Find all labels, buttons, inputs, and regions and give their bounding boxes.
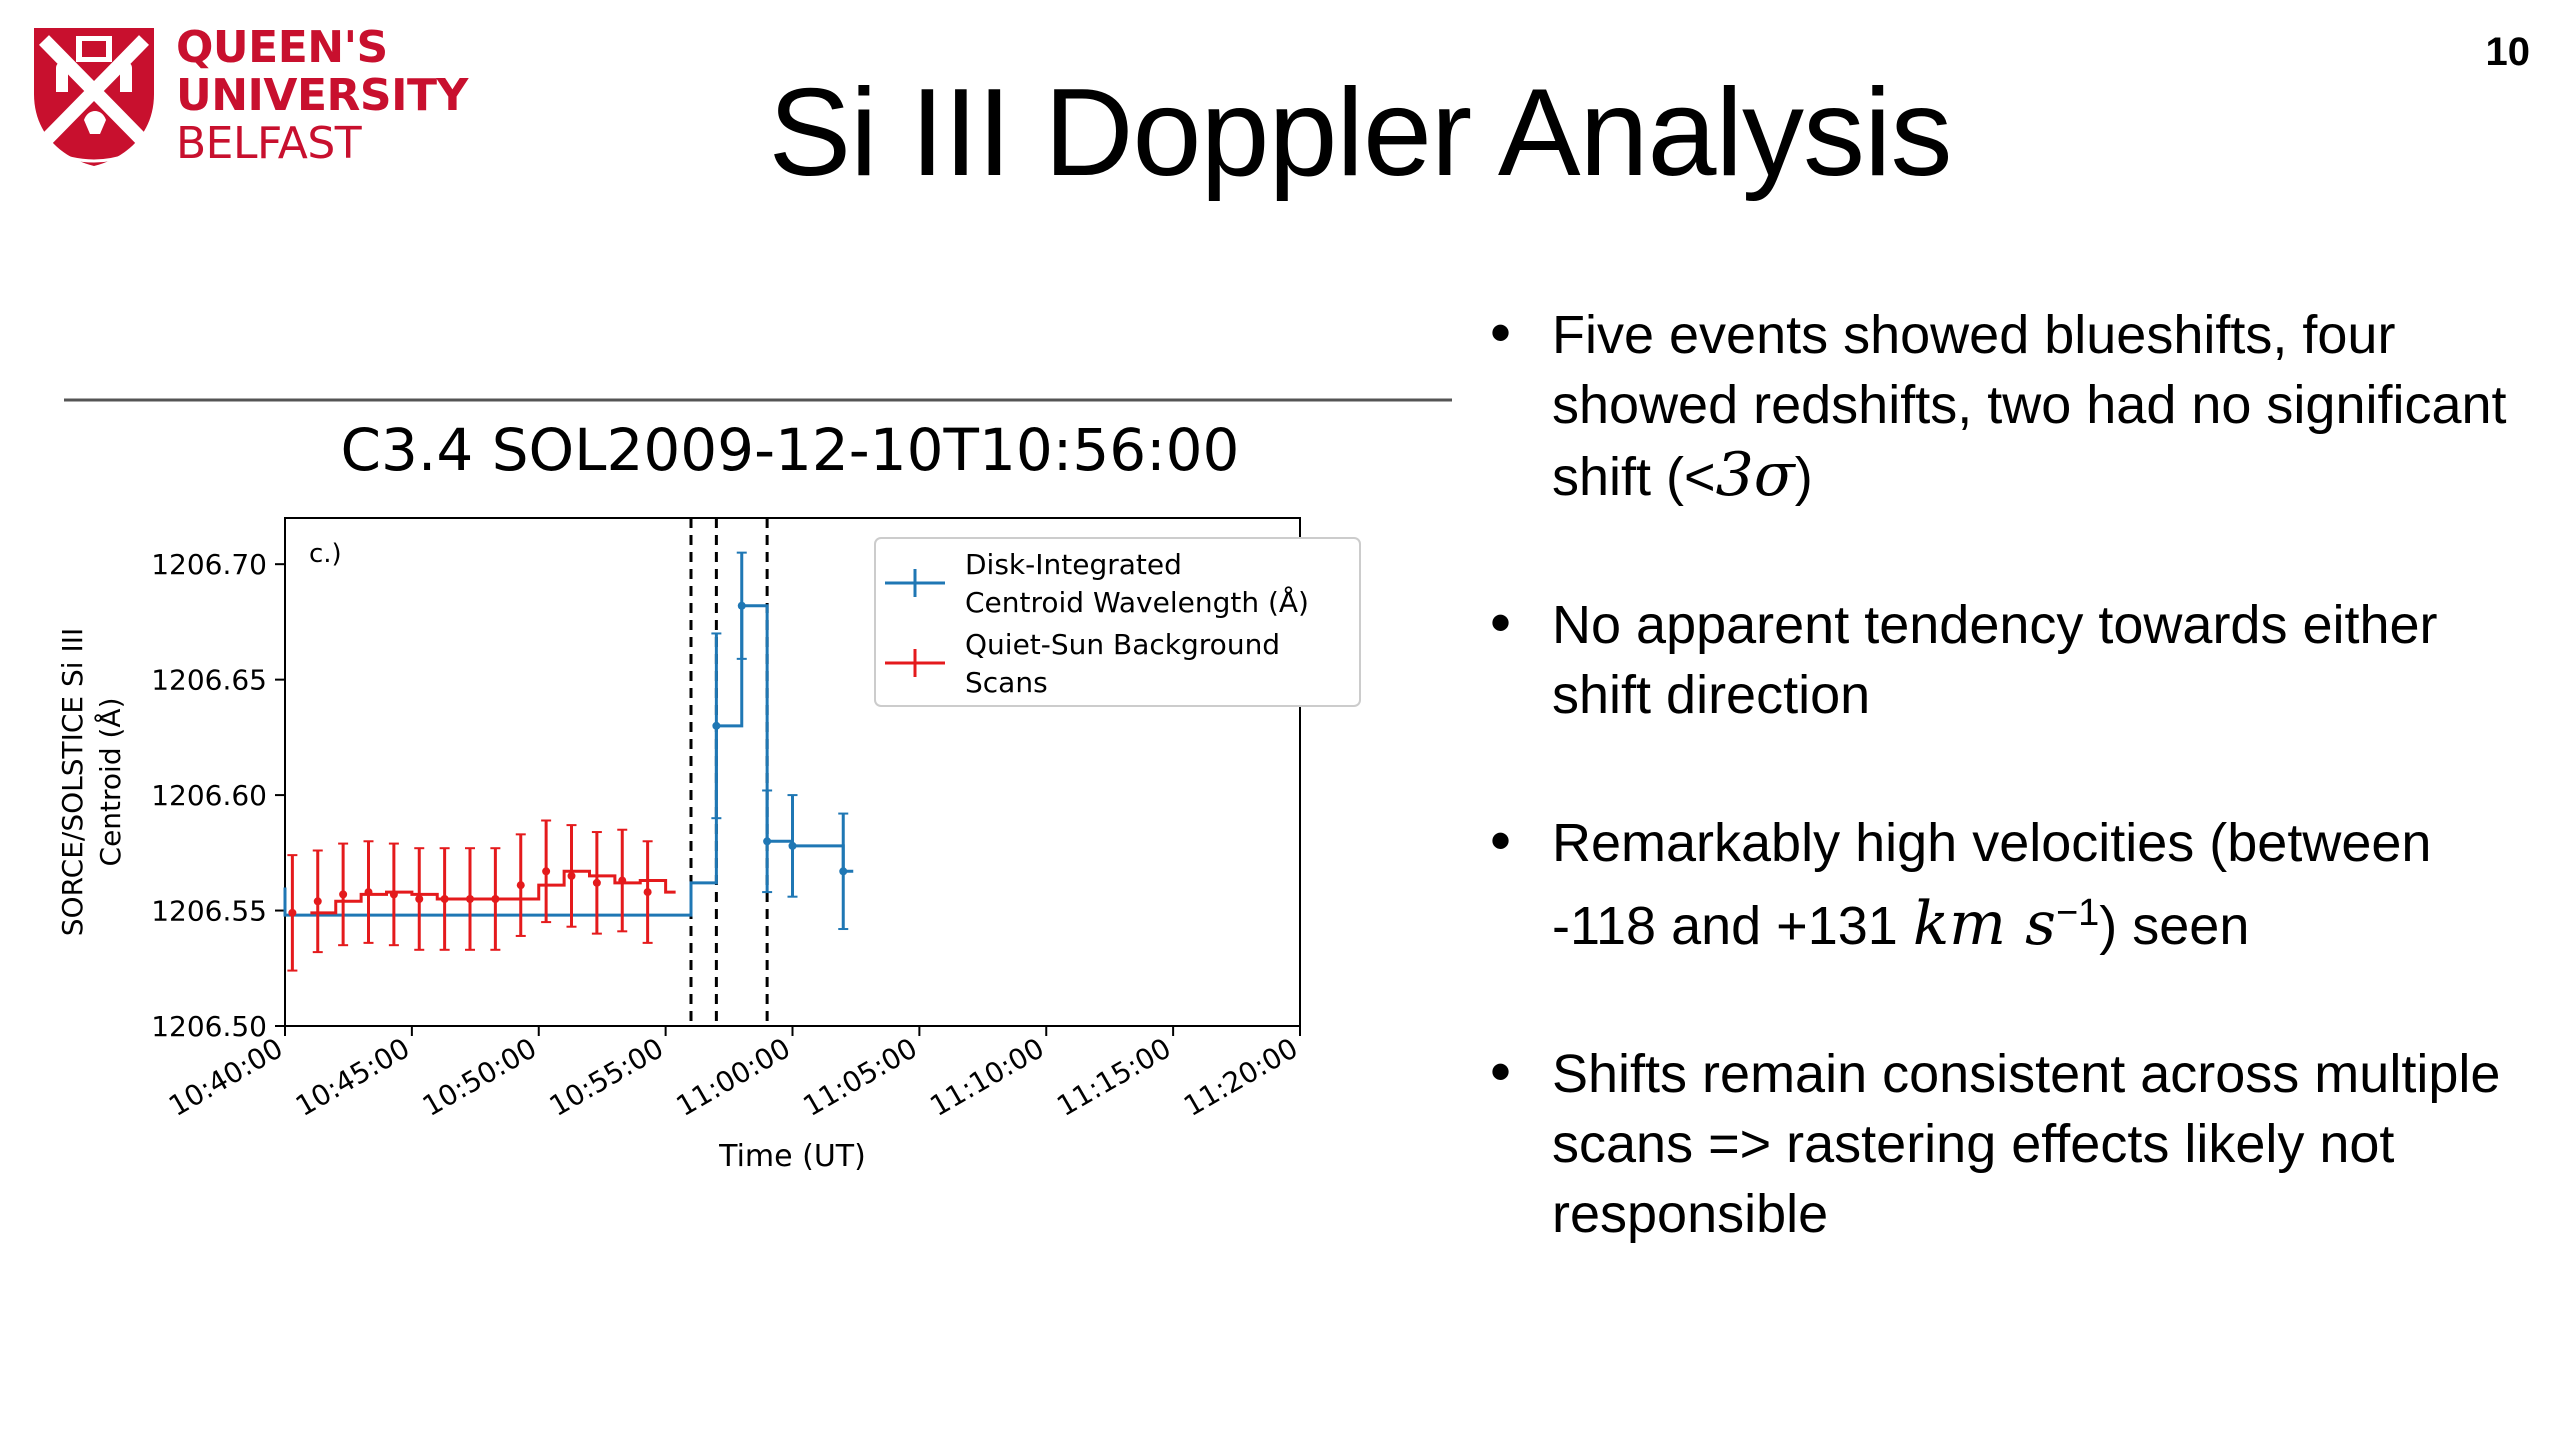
university-logo: QUEEN'S UNIVERSITY BELFAST (28, 22, 468, 172)
legend-box (874, 537, 1361, 707)
bullet-text: No apparent tendency towards either shif… (1552, 595, 2438, 725)
y-tick-label: 1206.65 (151, 664, 267, 697)
bullet-list: • Five events showed blueshifts, four sho… (1490, 299, 2510, 1327)
legend-label: Scans (965, 666, 1048, 699)
bullet-dot-icon: • (1490, 807, 1512, 874)
data-point (516, 881, 525, 890)
bullet-dot-icon: • (1490, 589, 1512, 656)
logo-line: QUEEN'S (176, 22, 388, 73)
legend-label: Quiet-Sun Background (965, 628, 1280, 661)
bullet-text-after: ) seen (2099, 896, 2250, 956)
data-point (415, 895, 424, 903)
logo-line: BELFAST (176, 118, 362, 169)
data-point (364, 888, 373, 897)
data-point (788, 841, 797, 850)
series-line (283, 604, 854, 917)
bullet-text: Five events showed blueshifts, four show… (1552, 305, 2507, 507)
data-point (389, 890, 398, 899)
bullet-dot-icon: • (1490, 1038, 1512, 1105)
logo-wordmark: QUEEN'S UNIVERSITY BELFAST (176, 24, 468, 168)
panel-label: c.) (309, 539, 342, 569)
data-point (491, 895, 500, 903)
y-tick-label: 1206.60 (151, 779, 267, 812)
bullet-text: Shifts remain consistent across multiple… (1552, 1044, 2501, 1244)
data-point (542, 867, 551, 876)
legend-label: Disk-Integrated (965, 548, 1182, 581)
y-tick-label: 1206.50 (151, 1010, 267, 1043)
bullet-math: 3σ (1715, 440, 1795, 510)
logo-line: UNIVERSITY (176, 70, 468, 121)
x-tick-label: 10:50:00 (417, 1031, 542, 1122)
bullet-math: km s (1912, 889, 2056, 959)
x-tick-label: 11:15:00 (1051, 1031, 1176, 1122)
data-point (618, 876, 627, 885)
x-tick-label: 10:55:00 (544, 1031, 669, 1122)
bullet-superscript: −1 (2055, 892, 2100, 934)
data-point (839, 867, 848, 876)
x-tick-label: 11:00:00 (671, 1031, 796, 1122)
data-point (313, 897, 322, 906)
x-tick-label: 11:05:00 (797, 1031, 922, 1122)
x-tick-label: 10:40:00 (163, 1031, 288, 1122)
data-point (643, 888, 652, 897)
data-point (737, 601, 746, 610)
data-point (288, 908, 297, 917)
x-tick-label: 11:10:00 (924, 1031, 1049, 1122)
data-point (339, 890, 348, 899)
y-tick-label: 1206.55 (151, 895, 267, 928)
bullet-dot-icon: • (1490, 299, 1512, 366)
doppler-chart: C3.4 SOL2009-12-10T10:56:00 1206.50 1206.… (60, 398, 1452, 1174)
x-axis-label: Time (UT) (718, 1139, 866, 1174)
data-point (440, 895, 449, 903)
y-axis-label: SORCE/SOLSTICE Si III (60, 628, 89, 936)
bullet-item: • Five events showed blueshifts, four sho… (1490, 299, 2510, 512)
crest-icon (34, 28, 154, 166)
x-tick-label: 10:45:00 (290, 1031, 415, 1122)
bullet-item: • Remarkably high velocities (between -11… (1490, 807, 2510, 961)
bullet-item: • No apparent tendency towards either shi… (1490, 589, 2510, 730)
data-point (592, 878, 601, 887)
x-tick-label: 11:20:00 (1178, 1031, 1303, 1122)
legend-label: Centroid Wavelength (Å) (965, 585, 1309, 619)
bullet-text: Remarkably high velocities (between -118… (1552, 813, 2432, 956)
slide-number: 10 (2485, 30, 2531, 74)
data-point (712, 721, 721, 730)
bullet-item: • Shifts remain consistent across multipl… (1490, 1038, 2510, 1249)
y-axis-label: Centroid (Å) (93, 698, 127, 867)
y-tick-label: 1206.70 (151, 548, 267, 581)
data-point (567, 871, 576, 880)
data-point (466, 895, 474, 903)
slide-title: Si III Doppler Analysis (768, 64, 1952, 202)
data-point (763, 837, 772, 846)
bullet-text-after: ) (1794, 447, 1813, 507)
chart-title: C3.4 SOL2009-12-10T10:56:00 (341, 416, 1240, 484)
